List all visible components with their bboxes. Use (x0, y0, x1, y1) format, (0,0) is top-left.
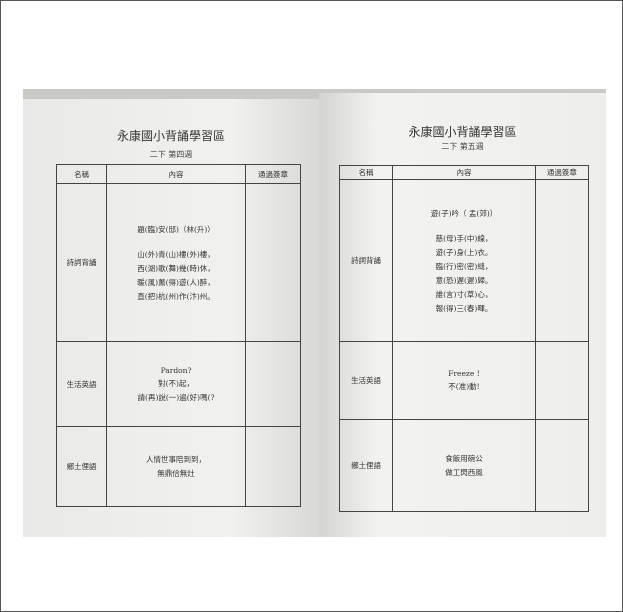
row-content: 人情世事陪到到， 無鼎佮無灶 (106, 426, 246, 507)
signature-cell (534, 419, 590, 512)
row-content: 遊(子)吟（ 孟(郊)） 慈(母)手(中)線， 遊(子)身(上)衣。 臨(行)密(密)… (392, 179, 536, 342)
header-cell: 名稱 (55, 164, 108, 184)
schedule-table: 名稱 內容 通過簽章 詩詞背誦 遊(子)吟（ 孟(郊)） 慈(母)手(中)線， 遊(子)身(… (338, 165, 590, 512)
content-line: Freeze ! (448, 369, 480, 378)
signature-cell (244, 183, 302, 342)
content-line: 無鼎佮無灶 (157, 469, 195, 478)
content-line: 做工閃西風 (445, 468, 483, 477)
row-content: Pardon? 對(不)起， 請(再)說(一)遍(好)嗎(? (106, 341, 246, 427)
content-line: 遊(子)吟（ 孟(郊)） (430, 208, 498, 218)
signature-cell (534, 179, 590, 342)
row-content: 食飯用碗公做工閃西風 (392, 419, 536, 512)
table-row: 詩詞背誦 題(臨)安(邸)（林(升)） 山(外)青(山)樓(外)樓， 西(湖)歌(舞)… (55, 183, 302, 342)
page-subtitle: 二下 第五週 (441, 142, 484, 151)
table-row: 生活英語 Freeze ! 不(准)動! (338, 341, 590, 420)
table-row: 鄉土俚語 食飯用碗公 做工閃西風 (338, 419, 590, 512)
table-row: 生活英語 Pardon? 對(不)起， 請(再)說(一)遍(好)嗎(? (55, 341, 302, 427)
signature-cell (244, 426, 302, 507)
content-line: 請(再)說(一)遍(好)嗎(? (137, 392, 215, 402)
right-page: 永康國小背誦學習區 二下 第五週 名稱 內容 通過簽章 詩詞背誦 遊(子)吟（ 孟(郊)）慈… (319, 93, 606, 537)
row-name: 鄉土俚語 (55, 426, 108, 507)
row-name: 生活英語 (338, 341, 394, 420)
content-line: 慈(母)手(中)線， (435, 233, 493, 243)
content-line: 誰(言)寸(草)心， (435, 289, 493, 299)
page-subtitle: 二下 第四週 (149, 150, 193, 159)
content-line: 暖(風)薰(得)遊(人)醉， (137, 277, 215, 287)
content-line: 意(恐)遲(遲)歸。 (435, 275, 493, 285)
left-page: 永康國小背誦學習區 二下 第四週 名稱 內容 通過簽章 詩詞背誦 題(臨)安(邸)（林(升)… (23, 99, 319, 537)
header-cell: 名稱 (338, 165, 394, 180)
signature-cell (534, 341, 590, 420)
photo: 永康國小背誦學習區 二下 第四週 名稱 內容 通過簽章 詩詞背誦 題(臨)安(邸)（林(升)… (23, 89, 606, 537)
row-name: 生活英語 (55, 341, 108, 427)
content-line: 遊(子)身(上)衣。 (435, 247, 493, 257)
header-cell: 內容 (392, 165, 536, 180)
signature-cell (244, 341, 302, 427)
row-name: 詩詞背誦 (338, 179, 394, 342)
row-name: 詩詞背誦 (55, 183, 108, 342)
schedule-table: 名稱 內容 通過簽章 詩詞背誦 題(臨)安(邸)（林(升)） 山(外)青(山)樓(外)樓，… (55, 164, 302, 507)
row-content: Freeze ! 不(准)動! (392, 341, 536, 420)
content-line: 對(不)起， (158, 378, 194, 388)
table-row: 鄉土俚語 人情世事陪到到， 無鼎佮無灶 (55, 426, 302, 507)
header-row: 名稱 內容 通過簽章 (55, 164, 302, 184)
page-title: 永康國小背誦學習區 (116, 129, 225, 143)
content-line: 報(得)三(春)暉。 (435, 303, 493, 313)
header-row: 名稱 內容 通過簽章 (338, 165, 590, 180)
content-line: 不(准)動! (448, 382, 480, 391)
page-title: 永康國小背誦學習區 (408, 125, 517, 139)
table-row: 詩詞背誦 遊(子)吟（ 孟(郊)） 慈(母)手(中)線， 遊(子)身(上)衣。 臨(行)… (338, 179, 590, 342)
content-line: Pardon? (160, 365, 192, 375)
content-line: 題(臨)安(邸)（林(升)） (137, 224, 215, 234)
content-line: 食飯用碗公 (445, 454, 483, 463)
content-line: 西(湖)歌(舞)幾(時)休， (137, 263, 215, 273)
header-cell: 通過簽章 (534, 165, 590, 180)
content-line: 臨(行)密(密)縫， (435, 261, 493, 271)
row-content: 題(臨)安(邸)（林(升)） 山(外)青(山)樓(外)樓， 西(湖)歌(舞)幾(時)… (106, 183, 246, 342)
content-line: 直(把)杭(州)作(汴)州。 (137, 291, 215, 301)
content-line: 人情世事陪到到， (146, 455, 207, 464)
content-line: 山(外)青(山)樓(外)樓， (137, 249, 215, 259)
header-cell: 通過簽章 (244, 164, 302, 184)
header-cell: 內容 (106, 164, 246, 184)
row-name: 鄉土俚語 (338, 419, 394, 512)
